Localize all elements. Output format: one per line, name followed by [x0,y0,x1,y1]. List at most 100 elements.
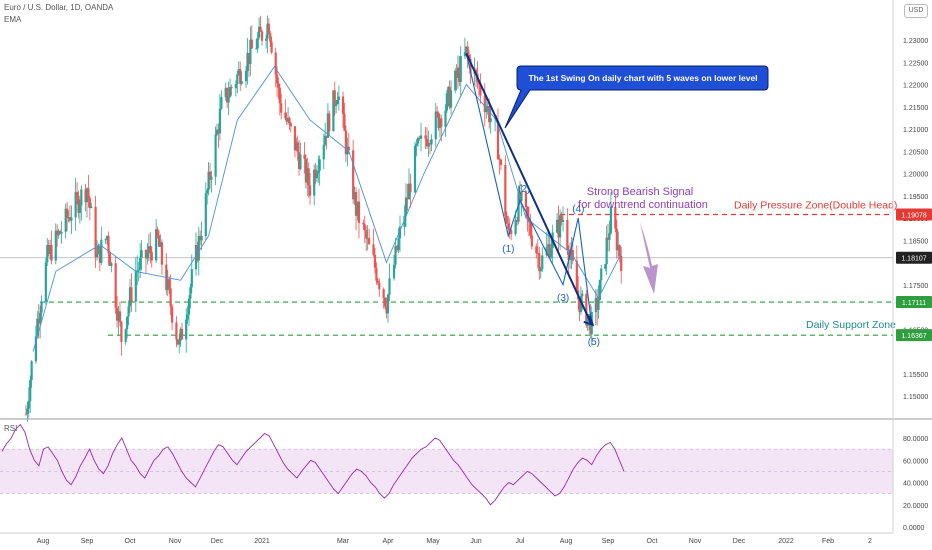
candle-body [227,96,230,103]
candle-body [314,169,317,179]
candle-body [567,249,570,260]
candle-body [139,257,142,270]
candle-body [454,70,457,91]
x-tick-label: Aug [560,538,573,545]
candle-body [499,159,503,165]
y-tick-label: 1.22000 [903,83,928,90]
symbol-title: Euro / U.S. Dollar, 1D, OANDA [4,3,114,12]
candle-body [149,246,152,253]
rsi-label: RSI [4,424,17,433]
candle-body [107,236,110,254]
callout-box [504,65,769,129]
candle-body [204,193,207,236]
candle-body [50,245,53,261]
swing-arrowhead [583,315,595,327]
candle-body [526,206,529,218]
candle-body [116,307,119,321]
candle-body [614,206,617,229]
candle-body [575,260,578,291]
candle-body [95,253,99,258]
candle-body [395,246,399,251]
candle-body [47,245,50,254]
candle-body [274,52,277,75]
candle-body [306,168,309,183]
candle-body [156,229,159,236]
y-tick-label: 1.20000 [903,172,928,179]
wave-lines [465,52,595,327]
candle-body [34,336,38,362]
candle-body [341,96,345,114]
candle-body [265,38,268,41]
candle-body [394,246,397,265]
candle-body [236,74,239,85]
candle-body [354,191,358,216]
candle-body [418,137,421,139]
price-tag-text: 1.16367 [901,333,926,340]
support-zone-label: Daily Support Zone [806,319,896,331]
currency-badge[interactable]: USD [904,4,928,18]
candle-body [199,235,202,241]
candle-body [259,26,262,32]
candle-body [37,318,40,324]
candle-body [382,289,385,298]
candle-body [97,246,100,254]
y-tick-label: 1.23000 [903,38,928,45]
x-tick-label: 2022 [778,538,794,545]
x-tick-label: Nov [689,538,702,545]
candle-body [357,201,361,223]
candle-body [185,319,188,340]
candle-body [226,88,229,103]
candle-body [539,269,542,272]
candle-body [155,229,158,261]
candle-body [196,245,199,261]
swing-line [465,52,593,326]
candle-body [278,87,281,104]
candle-body [489,118,492,123]
candle-body [166,279,169,291]
ema-layer [32,65,622,352]
x-tick-label: Sep [81,538,94,545]
candle-body [270,41,273,53]
candle-body [224,88,227,98]
candle-body [555,219,559,233]
candle-body [114,263,117,308]
candle-body [517,192,520,222]
y-tick-label: 1.21500 [903,105,928,112]
candle-body [87,188,90,199]
candle-body [548,244,551,258]
candle-body [326,113,329,138]
y-tick-label: 1.20500 [903,149,928,156]
candle-body [297,152,301,170]
candle-body [343,113,346,131]
candle-body [255,48,258,50]
candle-body [416,137,420,144]
candle-body [483,95,486,113]
candle-body [234,84,237,89]
candle-body [508,228,511,231]
candle-body [620,255,623,272]
candle-body [372,244,375,255]
candle-body [180,328,184,340]
candle-body [385,306,388,314]
candle-body [496,120,500,160]
candle-body [434,111,437,140]
candle-body [80,189,83,206]
y-tick-label: 1.18500 [903,238,928,245]
candle-body [448,87,451,108]
candle-body [336,99,339,105]
candle-body [117,311,120,321]
candle-body [440,118,443,127]
candle-body [397,238,400,251]
candle-body [197,235,200,261]
candle-body [604,264,607,269]
candle-body [404,197,408,216]
annotations: Daily Pressure Zone(Double Head) Daily Su… [502,65,897,348]
candle-body [215,129,219,135]
candle-body [77,195,80,213]
candle-body [124,329,127,342]
candle-body [249,39,252,65]
candle-body [398,226,402,239]
x-tick-label: Feb [822,538,834,545]
